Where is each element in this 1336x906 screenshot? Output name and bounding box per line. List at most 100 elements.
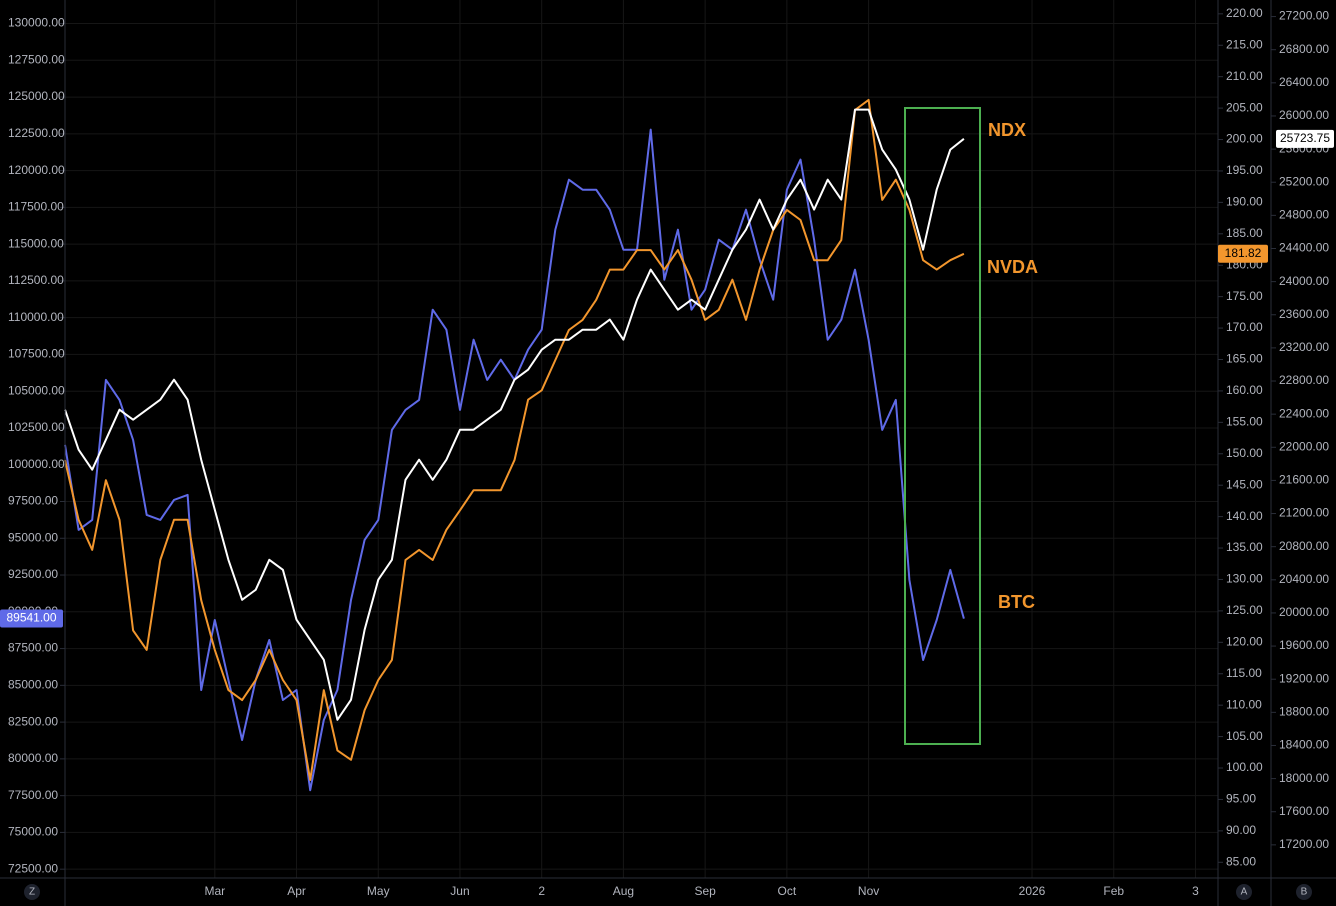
y-tick-label: 210.00 [1226,69,1263,83]
y-tick-label: 170.00 [1226,320,1263,334]
y-tick-label: 72500.00 [8,861,58,875]
y-tick-label: 85000.00 [8,678,58,692]
last-value-tag [1276,129,1334,148]
y-tick-label: 25200.00 [1279,174,1329,188]
y-tick-label: 24800.00 [1279,208,1329,222]
x-tick-label: Oct [778,884,797,898]
y-tick-label: 24000.00 [1279,274,1329,288]
y-tick-label: 22800.00 [1279,373,1329,387]
y-tick-label: 145.00 [1226,477,1263,491]
y-tick-label: 120.00 [1226,634,1263,648]
x-tick-label: Feb [1103,884,1124,898]
y-tick-label: 215.00 [1226,37,1263,51]
highlight-box [904,107,981,745]
annotation: NVDA [987,257,1038,277]
y-tick-label: 110000.00 [8,310,64,324]
corner-button[interactable] [1236,884,1252,900]
y-tick-label: 195.00 [1226,163,1263,177]
x-tick-label: Apr [287,884,306,898]
y-tick-label: 112500.00 [8,273,64,287]
y-tick-label: 200.00 [1226,132,1263,146]
y-tick-label: 150.00 [1226,446,1263,460]
y-tick-label: 100.00 [1226,760,1263,774]
series-line [64,108,965,721]
y-tick-label: 135.00 [1226,540,1263,554]
y-tick-label: 17200.00 [1279,837,1329,851]
last-value-tag [1218,244,1268,263]
last-value-label: 181.82 [1225,246,1262,260]
y-tick-label: 175.00 [1226,289,1263,303]
corner-label[interactable]: B [1301,887,1308,898]
y-tick-label: 110.00 [1226,697,1262,711]
y-tick-label: 26800.00 [1279,42,1329,56]
y-tick-label: 95.00 [1226,792,1256,806]
y-tick-label: 107500.00 [8,347,65,361]
y-tick-label: 22000.00 [1279,439,1329,453]
x-tick-label: 2 [538,884,545,898]
y-tick-label: 26400.00 [1279,75,1329,89]
x-tick-label: Nov [858,884,879,898]
y-tick-label: 26000.00 [1279,108,1329,122]
y-tick-label: 22400.00 [1279,406,1329,420]
y-tick-label: 82500.00 [8,714,58,728]
x-tick-label: Mar [204,884,225,898]
y-tick-label: 87500.00 [8,641,58,655]
y-tick-label: 115000.00 [8,236,64,250]
y-tick-label: 185.00 [1226,226,1263,240]
y-tick-label: 20000.00 [1279,605,1329,619]
corner-label[interactable]: A [1241,887,1248,898]
y-tick-label: 21200.00 [1279,506,1329,520]
y-tick-label: 24400.00 [1279,241,1329,255]
y-tick-label: 85.00 [1226,854,1256,868]
y-tick-label: 122500.00 [8,126,65,140]
y-tick-label: 205.00 [1226,100,1263,114]
corner-label[interactable]: Z [29,887,35,898]
y-tick-label: 77500.00 [8,788,58,802]
annotation: NDX [988,120,1026,140]
last-value-label: 25723.75 [1280,131,1330,145]
y-tick-label: 92500.00 [8,567,58,581]
y-tick-label: 140.00 [1226,509,1263,523]
y-tick-label: 23200.00 [1279,340,1329,354]
y-tick-label: 18800.00 [1279,705,1329,719]
last-value-label: 89541.00 [6,611,56,625]
y-tick-label: 130.00 [1226,572,1263,586]
y-tick-label: 20800.00 [1279,539,1329,553]
last-value-tag [0,609,63,628]
axes: 72500.00 75000.00 77500.00 80000.00 82500.00… [0,6,1334,898]
y-tick-label: 105000.00 [8,383,65,397]
y-tick-label: 18000.00 [1279,771,1329,785]
y-tick-label: 127500.00 [8,52,65,66]
y-tick-label: 160.00 [1226,383,1263,397]
y-tick-label: 21600.00 [1279,473,1329,487]
y-tick-label: 125000.00 [8,89,65,103]
x-tick-label: May [367,884,390,898]
y-tick-label: 105.00 [1226,729,1263,743]
y-tick-label: 20400.00 [1279,572,1329,586]
plot [64,98,965,792]
y-tick-label: 19600.00 [1279,638,1329,652]
x-tick-label: Aug [613,884,634,898]
x-tick-label: 2026 [1019,884,1046,898]
y-tick-label: 19200.00 [1279,671,1329,685]
y-tick-label: 75000.00 [8,825,58,839]
y-tick-label: 90.00 [1226,823,1256,837]
grid [65,0,1218,878]
y-tick-label: 102500.00 [8,420,65,434]
y-tick-label: 95000.00 [8,530,58,544]
corner-button[interactable] [24,884,40,900]
x-tick-label: Jun [450,884,469,898]
y-tick-label: 190.00 [1226,195,1263,209]
y-tick-label: 97500.00 [8,494,58,508]
y-tick-label: 100000.00 [8,457,65,471]
x-tick-label: 3 [1192,884,1199,898]
y-tick-label: 17600.00 [1279,804,1329,818]
x-tick-label: Sep [694,884,716,898]
y-tick-label: 125.00 [1226,603,1263,617]
y-tick-label: 130000.00 [8,16,65,30]
corner-button[interactable] [1296,884,1312,900]
y-tick-label: 120000.00 [8,163,65,177]
y-tick-label: 155.00 [1226,415,1263,429]
